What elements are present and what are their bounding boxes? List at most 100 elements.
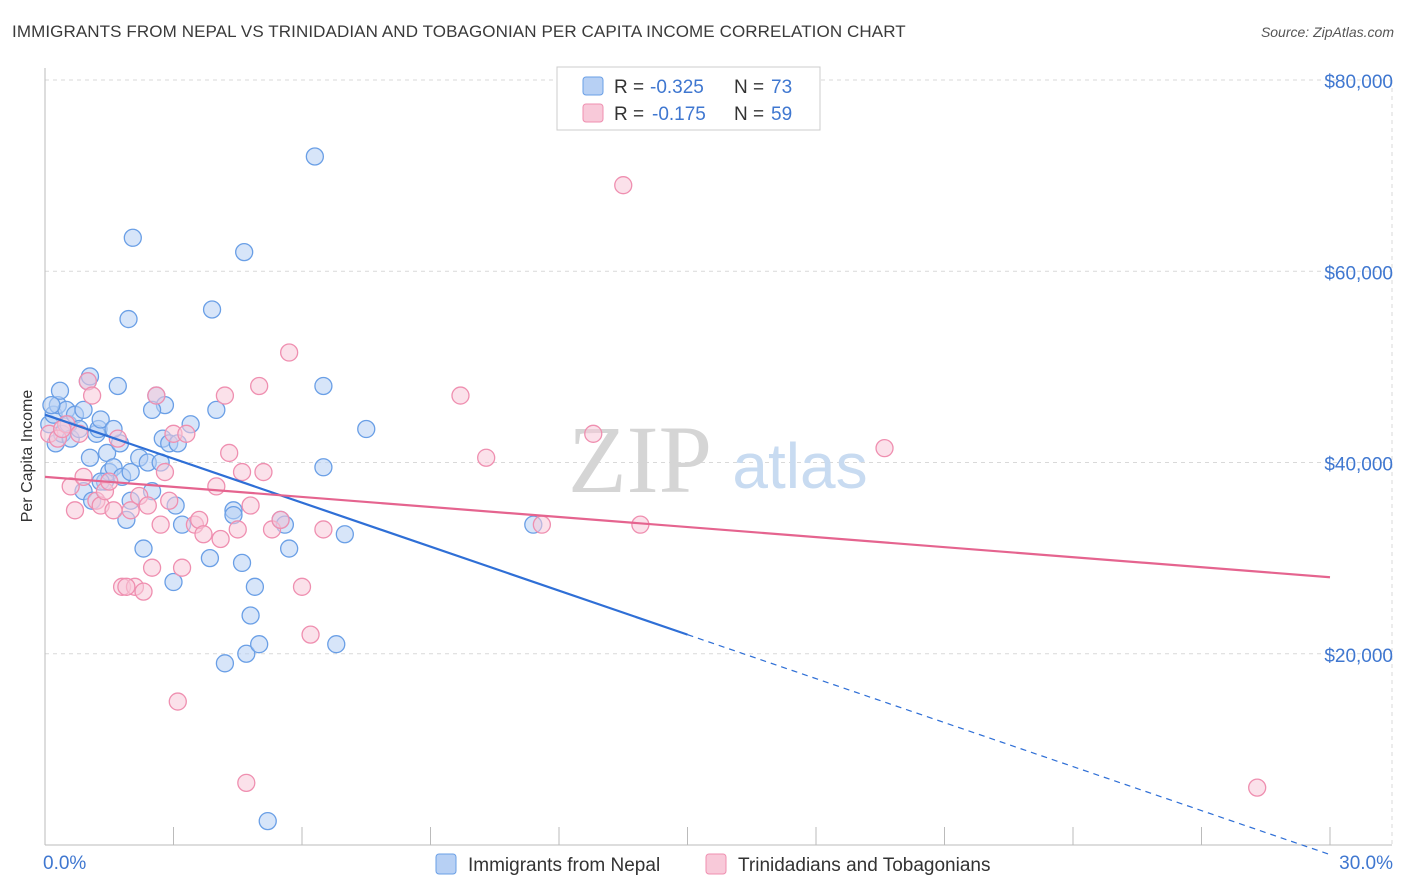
point-trinidad: [301, 625, 320, 644]
point-trinidad: [477, 448, 496, 467]
point-nepal: [164, 572, 183, 592]
point-nepal: [80, 448, 100, 467]
point-trinidad: [155, 462, 175, 482]
point-nepal: [108, 376, 127, 396]
legend-box: R = -0.325 N = 73 R = -0.175 N = 59: [556, 66, 821, 131]
point-trinidad: [1248, 778, 1267, 797]
point-nepal: [241, 606, 260, 625]
x-tick-label-max: 30.0%: [1339, 853, 1393, 874]
point-nepal: [335, 525, 354, 544]
axes: [44, 68, 1392, 846]
point-trinidad: [237, 773, 256, 792]
point-trinidad: [172, 558, 192, 577]
point-trinidad: [279, 343, 299, 362]
y-tick-label: $60,000: [1324, 263, 1393, 284]
x-tick-label-min: 0.0%: [43, 853, 86, 874]
point-trinidad: [82, 386, 102, 405]
point-trinidad: [121, 501, 140, 520]
point-trinidad: [292, 577, 312, 596]
point-nepal: [119, 309, 138, 329]
tick-labels: $20,000 $40,000 $60,000 $80,000 0.0% 30.0%: [43, 72, 1393, 874]
point-trinidad: [117, 577, 136, 596]
source-label: Source: ZipAtlas.com: [1260, 24, 1394, 40]
point-nepal: [207, 400, 226, 420]
bottom-legend-label-nepal: Immigrants from Nepal: [468, 855, 660, 876]
bottom-legend-label-trinidad: Trinidadians and Tobagonians: [738, 855, 990, 876]
point-trinidad: [271, 510, 290, 530]
point-nepal: [235, 242, 254, 262]
point-trinidad: [74, 467, 93, 486]
y-tick-label: $80,000: [1324, 72, 1393, 93]
legend-n-value-trinidad: 59: [771, 104, 792, 125]
point-nepal: [258, 811, 277, 831]
legend-r-label: R =: [614, 104, 644, 125]
bottom-legend-swatch-nepal: [435, 853, 457, 875]
trend-line-nepal: [44, 413, 688, 636]
point-trinidad: [232, 462, 252, 482]
point-nepal: [50, 381, 70, 400]
watermark-zip: ZIP: [568, 406, 712, 513]
point-trinidad: [250, 376, 269, 396]
point-trinidad: [451, 386, 470, 405]
point-trinidad: [65, 501, 85, 520]
point-trinidad: [241, 496, 260, 515]
legend-r-label: R =: [614, 77, 644, 98]
point-trinidad: [151, 515, 170, 534]
point-trinidad: [104, 501, 123, 520]
point-trinidad: [254, 462, 273, 482]
point-nepal: [200, 548, 220, 568]
legend-r-value-trinidad: -0.175: [652, 104, 706, 125]
point-trinidad: [875, 439, 894, 458]
point-trinidad: [532, 515, 552, 534]
point-trinidad: [160, 491, 179, 510]
legend-n-value-nepal: 73: [771, 77, 792, 98]
point-nepal: [250, 635, 269, 654]
bottom-legend: Immigrants from Nepal Trinidadians and T…: [435, 853, 990, 876]
gridlines: [45, 79, 1393, 845]
y-tick-label: $20,000: [1324, 646, 1393, 667]
legend-r-value-nepal: -0.325: [650, 77, 704, 98]
point-nepal: [91, 410, 110, 429]
point-nepal: [279, 539, 299, 558]
point-trinidad: [194, 525, 213, 544]
trend-lines: [44, 413, 1331, 856]
point-nepal: [202, 300, 222, 319]
legend-n-label: N =: [734, 77, 764, 98]
point-trinidad: [168, 692, 187, 711]
point-trinidad: [142, 558, 162, 577]
y-tick-label: $40,000: [1324, 455, 1393, 476]
legend-swatch-trinidad: [582, 103, 604, 123]
point-nepal: [42, 395, 61, 415]
point-nepal: [134, 539, 153, 558]
point-nepal: [74, 400, 93, 420]
bottom-legend-swatch-trinidad: [705, 853, 727, 875]
point-trinidad: [134, 582, 153, 601]
chart-title: IMMIGRANTS FROM NEPAL VS TRINIDADIAN AND…: [12, 22, 906, 41]
point-trinidad: [147, 386, 166, 405]
trend-line-nepal-extension: [687, 634, 1331, 856]
point-nepal: [357, 419, 376, 439]
point-nepal: [123, 228, 142, 247]
point-nepal: [232, 553, 252, 573]
point-nepal: [121, 462, 140, 482]
trend-line-trinidad: [44, 475, 1331, 579]
point-nepal: [314, 376, 333, 396]
point-trinidad: [211, 529, 230, 549]
point-nepal: [215, 654, 235, 673]
point-nepal: [245, 577, 265, 596]
legend-swatch-nepal: [582, 76, 604, 96]
point-trinidad: [138, 496, 157, 515]
point-trinidad: [314, 520, 333, 539]
point-nepal: [305, 147, 325, 166]
point-trinidad: [177, 424, 196, 443]
point-trinidad: [207, 477, 226, 496]
point-trinidad: [228, 520, 247, 539]
point-trinidad: [614, 176, 633, 195]
point-nepal: [327, 635, 346, 654]
legend-n-label: N =: [734, 104, 764, 125]
point-trinidad: [584, 424, 603, 443]
point-trinidad: [215, 386, 235, 405]
watermark-atlas: atlas: [732, 430, 867, 502]
data-points: [40, 147, 1267, 831]
point-trinidad: [220, 443, 239, 463]
